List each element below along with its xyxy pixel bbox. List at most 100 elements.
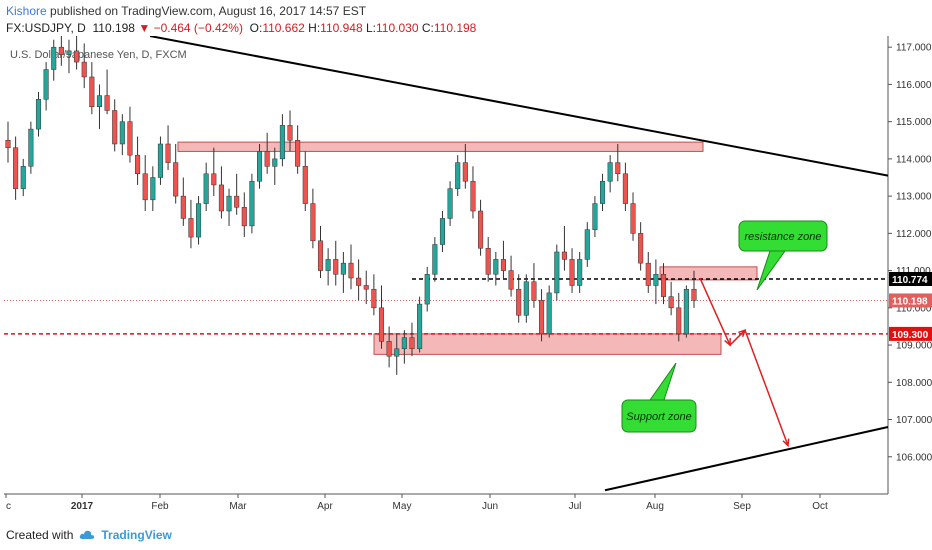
- projection-segment: [699, 277, 731, 346]
- candle-body: [13, 147, 19, 189]
- candle-body: [485, 247, 491, 275]
- candle-body: [5, 140, 11, 148]
- candle-body: [447, 188, 453, 219]
- candle-body: [470, 180, 476, 212]
- price-label-text: 110.774: [892, 275, 928, 286]
- candle-body: [295, 140, 301, 167]
- candle-body: [409, 337, 415, 350]
- candle-body: [66, 50, 72, 55]
- y-tick-label: 115.000: [896, 117, 932, 128]
- price-label-text: 110.198: [892, 296, 928, 307]
- candle-body: [531, 281, 537, 301]
- candle-body: [584, 229, 590, 260]
- candle-body: [272, 158, 278, 167]
- x-tick-label: Jul: [569, 501, 582, 512]
- author-link[interactable]: Kishore: [6, 4, 47, 18]
- callout-label: resistance zone: [744, 231, 821, 243]
- candle-body: [500, 259, 506, 271]
- y-tick-label: 117.000: [896, 43, 932, 54]
- x-tick-label: Sep: [733, 501, 751, 512]
- x-tick-label: Aug: [646, 501, 664, 512]
- candle-body: [630, 203, 636, 234]
- footer: Created with TradingView: [6, 528, 172, 542]
- candle-body: [96, 95, 103, 107]
- candle-body: [394, 348, 400, 357]
- chart-title: U.S. Dollar/Japanese Yen, D, FXCM: [10, 49, 187, 61]
- candle-body: [653, 274, 659, 286]
- candle-body: [577, 259, 583, 286]
- candle-body: [638, 233, 644, 264]
- candle-body: [234, 195, 240, 208]
- candle-body: [226, 195, 232, 212]
- candle-body: [493, 259, 499, 275]
- candle-body: [615, 162, 621, 175]
- publish-text: published on TradingView.com, August 16,…: [50, 4, 367, 18]
- candle-body: [356, 277, 362, 286]
- price-zone: [177, 141, 704, 152]
- candle-body: [417, 303, 423, 350]
- candle-body: [455, 162, 461, 189]
- candle-body: [249, 180, 255, 227]
- candle-body: [561, 251, 567, 260]
- x-tick-label: c: [6, 501, 11, 512]
- candle-body: [363, 285, 369, 290]
- close-value: 110.198: [433, 21, 477, 35]
- candle-body: [264, 151, 270, 167]
- candle-body: [478, 210, 484, 249]
- candle-body: [180, 195, 186, 219]
- candle-body: [218, 184, 224, 212]
- x-tick-label: Oct: [812, 501, 828, 512]
- candle-body: [599, 180, 606, 204]
- candle-body: [196, 203, 202, 238]
- candle-body: [516, 288, 522, 316]
- low-value: 110.030: [376, 21, 419, 35]
- tradingview-logo[interactable]: TradingView: [101, 528, 172, 542]
- candle-body: [592, 203, 598, 230]
- candle-body: [386, 341, 392, 357]
- candle-body: [569, 259, 575, 286]
- plot-area: [4, 36, 888, 494]
- y-tick-label: 106.000: [896, 452, 932, 463]
- price-chart[interactable]: c 2017 Feb Mar Apr May Jun Jul Aug Sep Oct 106.000 1…: [0, 36, 932, 520]
- candle-body: [310, 203, 316, 242]
- candle-body: [89, 76, 95, 107]
- price-label-box: [889, 293, 932, 308]
- open-label: O:: [249, 21, 263, 35]
- created-with-text: Created with: [6, 528, 74, 542]
- candle-body: [439, 218, 446, 245]
- candle-body: [150, 177, 156, 201]
- y-tick-label: 112.000: [896, 229, 932, 240]
- callout-label: Support zone: [626, 411, 691, 423]
- candle-body: [112, 110, 118, 145]
- y-tick-label: 109.000: [896, 341, 932, 352]
- price-change: −0.464 (−0.42%): [153, 21, 243, 35]
- candle-body: [378, 307, 385, 342]
- y-tick-label: 111.000: [896, 266, 931, 277]
- candle-body: [173, 162, 179, 197]
- projection-arrowhead: [782, 438, 790, 448]
- candle-body: [432, 244, 438, 275]
- y-tick-label: 110.000: [896, 303, 932, 314]
- candle-body: [241, 207, 247, 227]
- candle-body: [74, 50, 80, 63]
- candle-body: [401, 337, 407, 350]
- tradingview-cloud-icon: [80, 530, 95, 539]
- candle-body: [302, 166, 308, 204]
- candle-body: [424, 274, 430, 305]
- candle-body: [523, 281, 529, 316]
- candle-body: [157, 143, 163, 178]
- y-tick-label: 113.000: [896, 192, 932, 203]
- candle-body: [188, 218, 194, 238]
- candle-body: [462, 162, 468, 182]
- y-tick-label: 114.000: [896, 154, 932, 165]
- candle-body: [211, 173, 217, 186]
- candle-body: [546, 292, 552, 335]
- last-price: 110.198: [92, 21, 135, 35]
- callout-box: [738, 220, 828, 252]
- price-label-box: [889, 272, 932, 287]
- x-tick-label: 2017: [71, 501, 94, 512]
- x-tick-label: Mar: [229, 501, 247, 512]
- candle-body: [539, 300, 545, 335]
- x-tick-label: Feb: [151, 501, 169, 512]
- candle-body: [676, 307, 682, 335]
